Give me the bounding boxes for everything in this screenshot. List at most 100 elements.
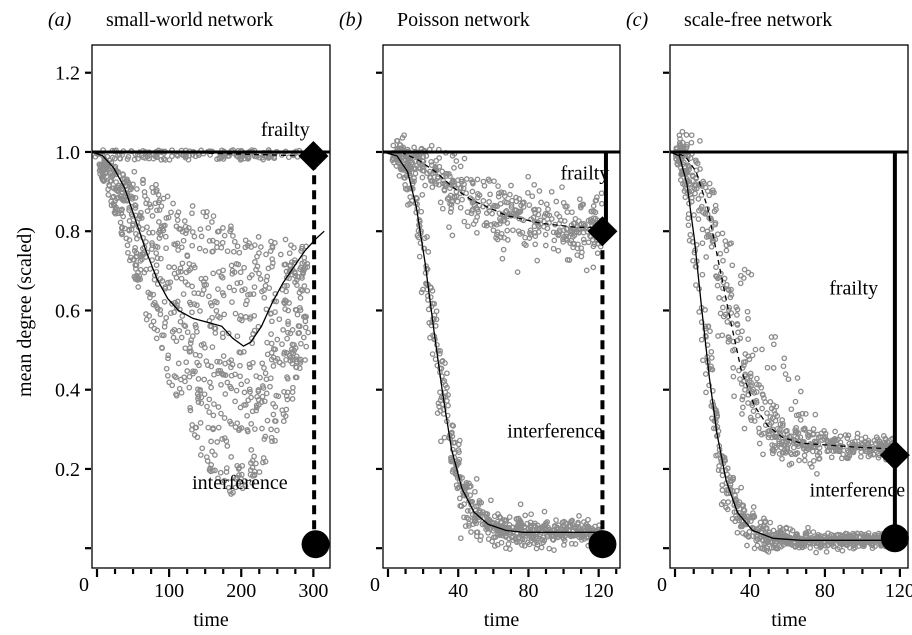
scatter-point [162,233,169,240]
scatter-point [281,349,288,356]
y-tick-label: 0.2 [55,459,80,481]
scatter-point [257,276,264,282]
scatter-point [215,367,222,374]
scatter-point [130,256,136,263]
scatter-point [570,524,576,531]
scatter-point [210,412,217,419]
scatter-point [224,379,231,386]
scatter-point [238,381,245,388]
scatter-point [215,475,221,482]
scatter-point [189,242,196,249]
scatter-point [541,213,548,220]
scatter-point [219,274,226,281]
scatter-point [707,328,713,335]
y-tick-label: 0.4 [55,380,80,402]
scatter-point [269,256,276,262]
scatter-point [177,318,184,325]
scatter-point [213,307,220,314]
scatter-point [845,432,852,439]
y-tick-label: 0.6 [55,300,80,322]
scatter-point [510,227,516,234]
origin-label: 0 [79,574,89,596]
scatter-point [235,480,242,487]
scatter-point [531,522,538,529]
scatter-point [298,248,304,254]
scatter-point [810,457,817,464]
scatter-point [442,180,449,187]
scatter-point [747,370,754,377]
scatter-point [717,455,724,462]
scatter-point [581,239,588,246]
scatter-point [538,199,544,206]
scatter-point [692,190,698,197]
scatter-point [725,499,732,505]
scatter-point [742,386,748,393]
scatter-point [491,178,497,185]
scatter-point [488,497,494,504]
scatter-point [870,451,877,457]
scatter-point [209,237,216,244]
scatter-point [299,287,306,294]
scatter-point [160,195,167,202]
scatter-point [502,198,508,205]
scatter-point [693,175,699,182]
scatter-point [728,286,734,293]
scatter-point [507,546,513,552]
scatter-point [854,430,861,437]
scatter-point [594,194,600,201]
scatter-point [531,181,538,188]
scatter-point [212,452,218,458]
scatter-point [559,530,566,536]
scatter-point [211,401,217,407]
scatter-point [208,438,214,445]
scatter-point [738,381,745,387]
scatter-point [457,204,464,211]
plot-frame [91,44,331,569]
scatter-point [521,241,528,247]
x-axis-label: time [193,609,229,631]
interference-mean-line [91,151,325,347]
scatter-point [532,209,538,216]
scatter-point [192,424,199,431]
scatter-point [157,311,164,318]
scatter-point [708,243,715,250]
scatter-point [232,398,238,405]
scatter-point [228,385,235,392]
scatter-point [835,531,842,538]
scatter-point [836,448,843,454]
scatter-point [276,316,283,323]
scatter-point [751,418,758,424]
scatter-point [474,214,481,220]
scatter-point [203,454,210,460]
scatter-point [133,253,139,260]
scatter-point [132,212,139,219]
scatter-point [536,188,543,194]
scatter-point [212,330,219,336]
scatter-point [390,142,397,149]
scatter-point [202,275,209,282]
scatter-point [99,162,105,169]
scatter-point [447,209,454,215]
scatter-point [260,459,266,466]
scatter-point [760,392,766,398]
scatter-point [441,378,448,384]
scatter-point [753,537,760,544]
scatter-point [462,523,469,529]
scatter-point [221,415,228,421]
scatter-point [171,373,178,379]
scatter-point [541,508,548,515]
scatter-point [552,523,558,530]
scatter-point [764,410,770,416]
scatter-point [593,197,600,204]
scatter-point [471,516,478,523]
scatter-point [447,185,453,191]
scatter-point [194,328,200,335]
scatter-point [233,387,240,394]
scatter-point [514,269,521,275]
scatter-point [230,489,236,496]
scatter-point [514,516,520,522]
scatter-point [537,217,544,224]
scatter-point [113,208,119,214]
scatter-point [229,299,235,305]
